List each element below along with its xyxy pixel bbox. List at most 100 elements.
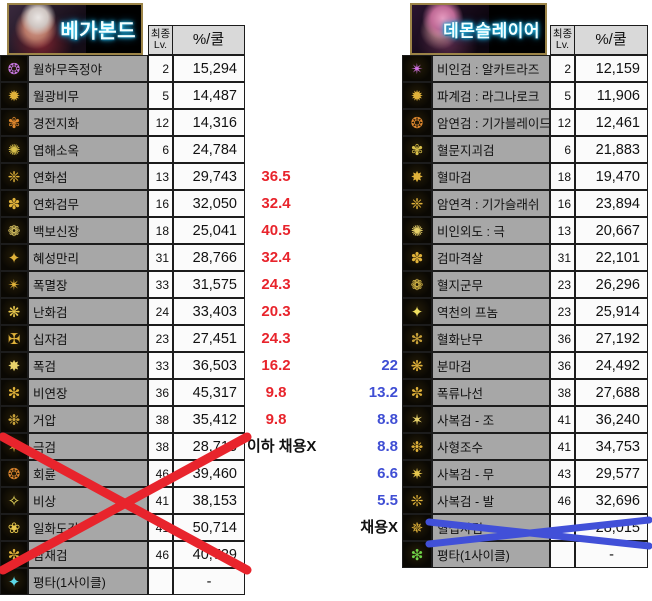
skill-percent-per-cooldown: 15,294 — [173, 55, 245, 82]
skill-row: ✻ 혈화난무 36 27,192 — [402, 325, 648, 352]
demon-slayer-portrait-image — [412, 5, 490, 53]
skill-final-level: 36 — [550, 325, 575, 352]
skill-percent-per-cooldown: 50,714 — [173, 514, 245, 541]
skill-name: 비인검 : 알카트라즈 — [432, 55, 550, 82]
demon-slayer-rows: ✴ 비인검 : 알카트라즈 2 12,159 ✹ 파계검 : 라그나로크 5 1… — [402, 55, 648, 568]
skill-final-level: 5 — [550, 82, 575, 109]
skill-name: 경전지화 — [28, 109, 148, 136]
skill-icon: ✺ — [402, 217, 432, 244]
skill-row: ❂ 암연검 : 기가블레이드 12 12,461 — [402, 109, 648, 136]
vagabond-rows: ❂ 월하무즉정야 2 15,294 ✹ 월광비무 5 14,487 ✾ 경전지화… — [0, 55, 245, 595]
skill-name: 사복검 - 조 — [432, 406, 550, 433]
skill-final-level: 6 — [550, 136, 575, 163]
column-header-percent-per-cooldown: %/쿨 — [172, 25, 245, 55]
skill-icon: ✸ — [402, 163, 432, 190]
skill-percent-per-cooldown: 23,894 — [575, 190, 648, 217]
skill-percent-per-cooldown: 11,906 — [575, 82, 648, 109]
skill-row: ✵ 혈십자검 28,015 — [402, 514, 648, 541]
skill-icon: ❂ — [402, 109, 432, 136]
skill-icon: ✽ — [402, 244, 432, 271]
skill-icon: ✦ — [0, 568, 28, 595]
skill-name: 혈마검 — [432, 163, 550, 190]
skill-final-level: 41 — [550, 433, 575, 460]
skill-percent-per-cooldown: 31,575 — [173, 271, 245, 298]
skill-percent-per-cooldown: 14,487 — [173, 82, 245, 109]
skill-percent-per-cooldown: 40,729 — [173, 541, 245, 568]
skill-name: 백보신장 — [28, 217, 148, 244]
skill-final-level: 46 — [550, 487, 575, 514]
demon-slayer-class-banner: 데몬슬레이어 — [410, 3, 547, 55]
skill-percent-per-cooldown: 29,743 — [173, 163, 245, 190]
skill-row: ✧ 비상 41 38,153 — [0, 487, 245, 514]
skill-row: ❁ 백보신장 18 25,041 — [0, 217, 245, 244]
skill-final-level: 23 — [550, 271, 575, 298]
skill-row: ✼ 삼재검 46 40,729 — [0, 541, 245, 568]
skill-row: ✴ 폭멸장 33 31,575 — [0, 271, 245, 298]
skill-name: 역천의 프놈 — [432, 298, 550, 325]
skill-final-level — [550, 541, 575, 568]
skill-icon: ✾ — [0, 109, 28, 136]
skill-final-level: 38 — [148, 433, 173, 460]
ratio-annotation: 9.8 — [265, 411, 287, 428]
skill-final-level: 2 — [148, 55, 173, 82]
skill-final-level: 24 — [148, 298, 173, 325]
skill-percent-per-cooldown: 36,503 — [173, 352, 245, 379]
skill-name: 평타(1사이클) — [28, 568, 148, 595]
skill-icon: ✼ — [0, 541, 28, 568]
skill-percent-per-cooldown: 45,317 — [173, 379, 245, 406]
skill-final-level: 46 — [148, 541, 173, 568]
skill-icon: ❈ — [0, 163, 28, 190]
skill-icon: ✸ — [0, 352, 28, 379]
skill-name: 평타(1사이클) — [432, 541, 550, 568]
skill-name: 사복검 - 발 — [432, 487, 550, 514]
skill-final-level: 23 — [550, 298, 575, 325]
skill-final-level: 13 — [148, 163, 173, 190]
skill-row: ❀ 일화도강 41 50,714 — [0, 514, 245, 541]
skill-name: 암연검 : 기가블레이드 — [432, 109, 550, 136]
skill-percent-per-cooldown: 27,192 — [575, 325, 648, 352]
skill-percent-per-cooldown: 19,470 — [575, 163, 648, 190]
skill-row: ✺ 비인외도 : 극 13 20,667 — [402, 217, 648, 244]
skill-final-level: 41 — [550, 406, 575, 433]
column-header-final-level: 최종 Lv. — [550, 25, 575, 55]
skill-row: ✹ 월광비무 5 14,487 — [0, 82, 245, 109]
skill-final-level: 16 — [550, 190, 575, 217]
skill-final-level: 5 — [148, 82, 173, 109]
ratio-annotation: 24.3 — [261, 276, 291, 293]
skill-icon: ❂ — [0, 460, 28, 487]
skill-row: ✶ 극검 38 28,715 — [0, 433, 245, 460]
skill-row: ❋ 난화검 24 33,403 — [0, 298, 245, 325]
ratio-annotation: 8.8 — [377, 438, 398, 455]
skill-percent-per-cooldown: - — [173, 568, 245, 595]
ratio-annotation: 16.2 — [261, 357, 291, 374]
skill-name: 폭멸장 — [28, 271, 148, 298]
skill-final-level: 36 — [148, 379, 173, 406]
skill-percent-per-cooldown: 33,403 — [173, 298, 245, 325]
skill-icon: ✵ — [402, 514, 432, 541]
skill-row: ✼ 폭류나선 38 27,688 — [402, 379, 648, 406]
ratio-annotation: 8.8 — [377, 411, 398, 428]
skill-final-level — [148, 568, 173, 595]
skill-percent-per-cooldown: 29,577 — [575, 460, 648, 487]
skill-icon: ❉ — [402, 433, 432, 460]
skill-row: ✻ 비연장 36 45,317 — [0, 379, 245, 406]
skill-row: ❇ 평타(1사이클) - — [402, 541, 648, 568]
skill-percent-per-cooldown: 12,159 — [575, 55, 648, 82]
skill-icon: ❊ — [402, 487, 432, 514]
ratio-annotation: 13.2 — [368, 384, 398, 401]
skill-icon: ❇ — [402, 541, 432, 568]
skill-name: 삼재검 — [28, 541, 148, 568]
skill-name: 회륜 — [28, 460, 148, 487]
skill-name: 극검 — [28, 433, 148, 460]
skill-row: ❂ 월하무즉정야 2 15,294 — [0, 55, 245, 82]
skill-icon: ✾ — [402, 136, 432, 163]
skill-percent-per-cooldown: 28,766 — [173, 244, 245, 271]
skill-percent-per-cooldown: 39,460 — [173, 460, 245, 487]
skill-percent-per-cooldown: - — [575, 541, 648, 568]
skill-icon: ❀ — [0, 514, 28, 541]
skill-final-level: 41 — [148, 514, 173, 541]
skill-name: 혈문지괴검 — [432, 136, 550, 163]
skill-icon: ✽ — [0, 190, 28, 217]
vagabond-class-banner: 베가본드 — [7, 3, 143, 55]
skill-icon: ✧ — [0, 487, 28, 514]
